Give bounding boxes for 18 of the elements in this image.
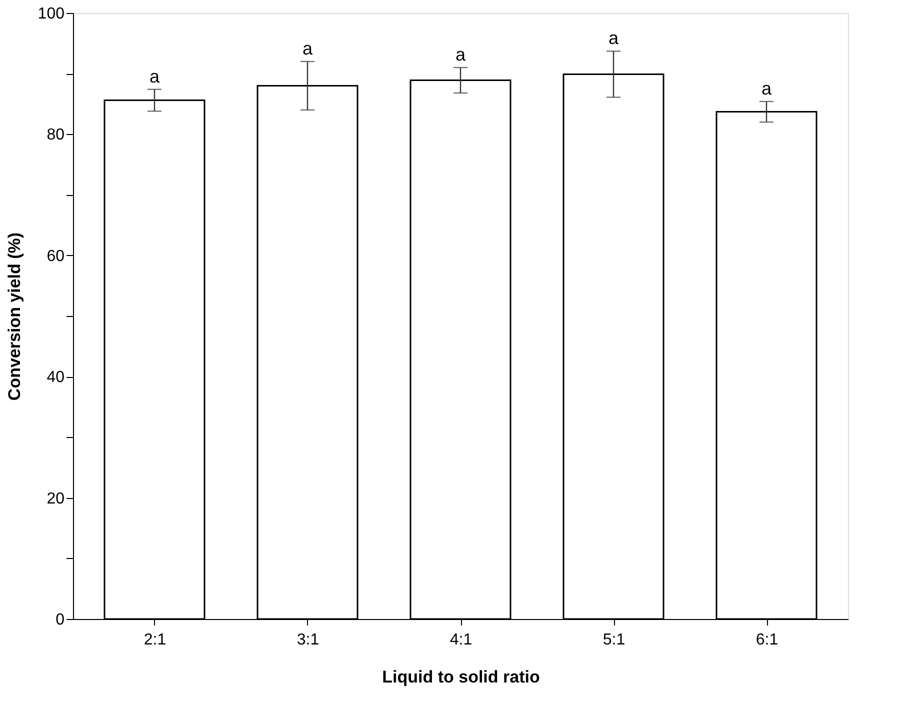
annotation: a <box>608 28 620 48</box>
y-tick-label: 20 <box>46 490 65 508</box>
y-tick-label: 60 <box>46 248 65 265</box>
annotation: a <box>455 44 466 65</box>
y-tick-label: 80 <box>46 126 65 144</box>
x-tick-label: 6:1 <box>756 632 778 648</box>
y-axis-title: Conversion yield (%) <box>4 232 24 401</box>
x-tick-label: 5:1 <box>602 632 626 648</box>
annotation: a <box>149 66 160 86</box>
x-tick-label: 4:1 <box>450 632 472 648</box>
x-tick-label: 2:1 <box>144 632 166 648</box>
y-tick-label: 0 <box>56 612 65 628</box>
annotation: a <box>302 38 314 58</box>
y-tick-label: 100 <box>38 6 65 22</box>
annotation: a <box>761 78 772 98</box>
y-tick-label: 40 <box>46 369 65 386</box>
x-tick-label: 3:1 <box>296 632 320 648</box>
x-axis-title: Liquid to solid ratio <box>382 668 540 686</box>
